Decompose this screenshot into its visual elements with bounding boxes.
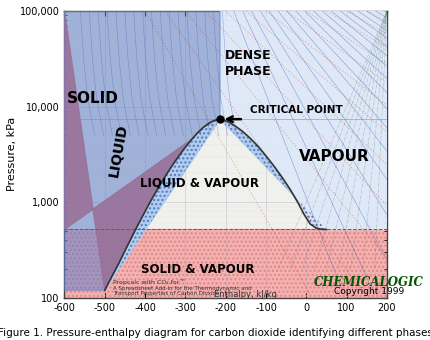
Polygon shape [105,119,326,290]
Text: SOLID & VAPOUR: SOLID & VAPOUR [141,262,254,275]
Polygon shape [64,11,220,290]
Text: Transport Properties of Carbon Dioxide: Transport Properties of Carbon Dioxide [113,291,219,296]
Text: Figure 1. Pressure-enthalpy diagram for carbon dioxide identifying different pha: Figure 1. Pressure-enthalpy diagram for … [0,328,430,338]
Text: Enthalpy, kJ/kg: Enthalpy, kJ/kg [215,290,277,299]
Text: CRITICAL POINT: CRITICAL POINT [250,105,343,115]
Y-axis label: Pressure, kPa: Pressure, kPa [7,117,17,191]
Text: VAPOUR: VAPOUR [299,149,370,164]
Text: DENSE
PHASE: DENSE PHASE [224,49,271,78]
Text: Copyright 1999: Copyright 1999 [334,288,404,296]
Text: A Spreadsheet Add-in for the Thermodynamic and: A Spreadsheet Add-in for the Thermodynam… [113,286,252,291]
Text: SOLID: SOLID [67,91,119,106]
Polygon shape [64,11,220,290]
Text: LIQUID & VAPOUR: LIQUID & VAPOUR [140,176,259,189]
Polygon shape [220,11,387,230]
Polygon shape [64,230,387,298]
Text: LIQUID: LIQUID [108,122,130,178]
Text: Propcalc with CO₂.for™: Propcalc with CO₂.for™ [113,279,185,285]
Text: CHEMICALOGIC: CHEMICALOGIC [314,276,424,289]
